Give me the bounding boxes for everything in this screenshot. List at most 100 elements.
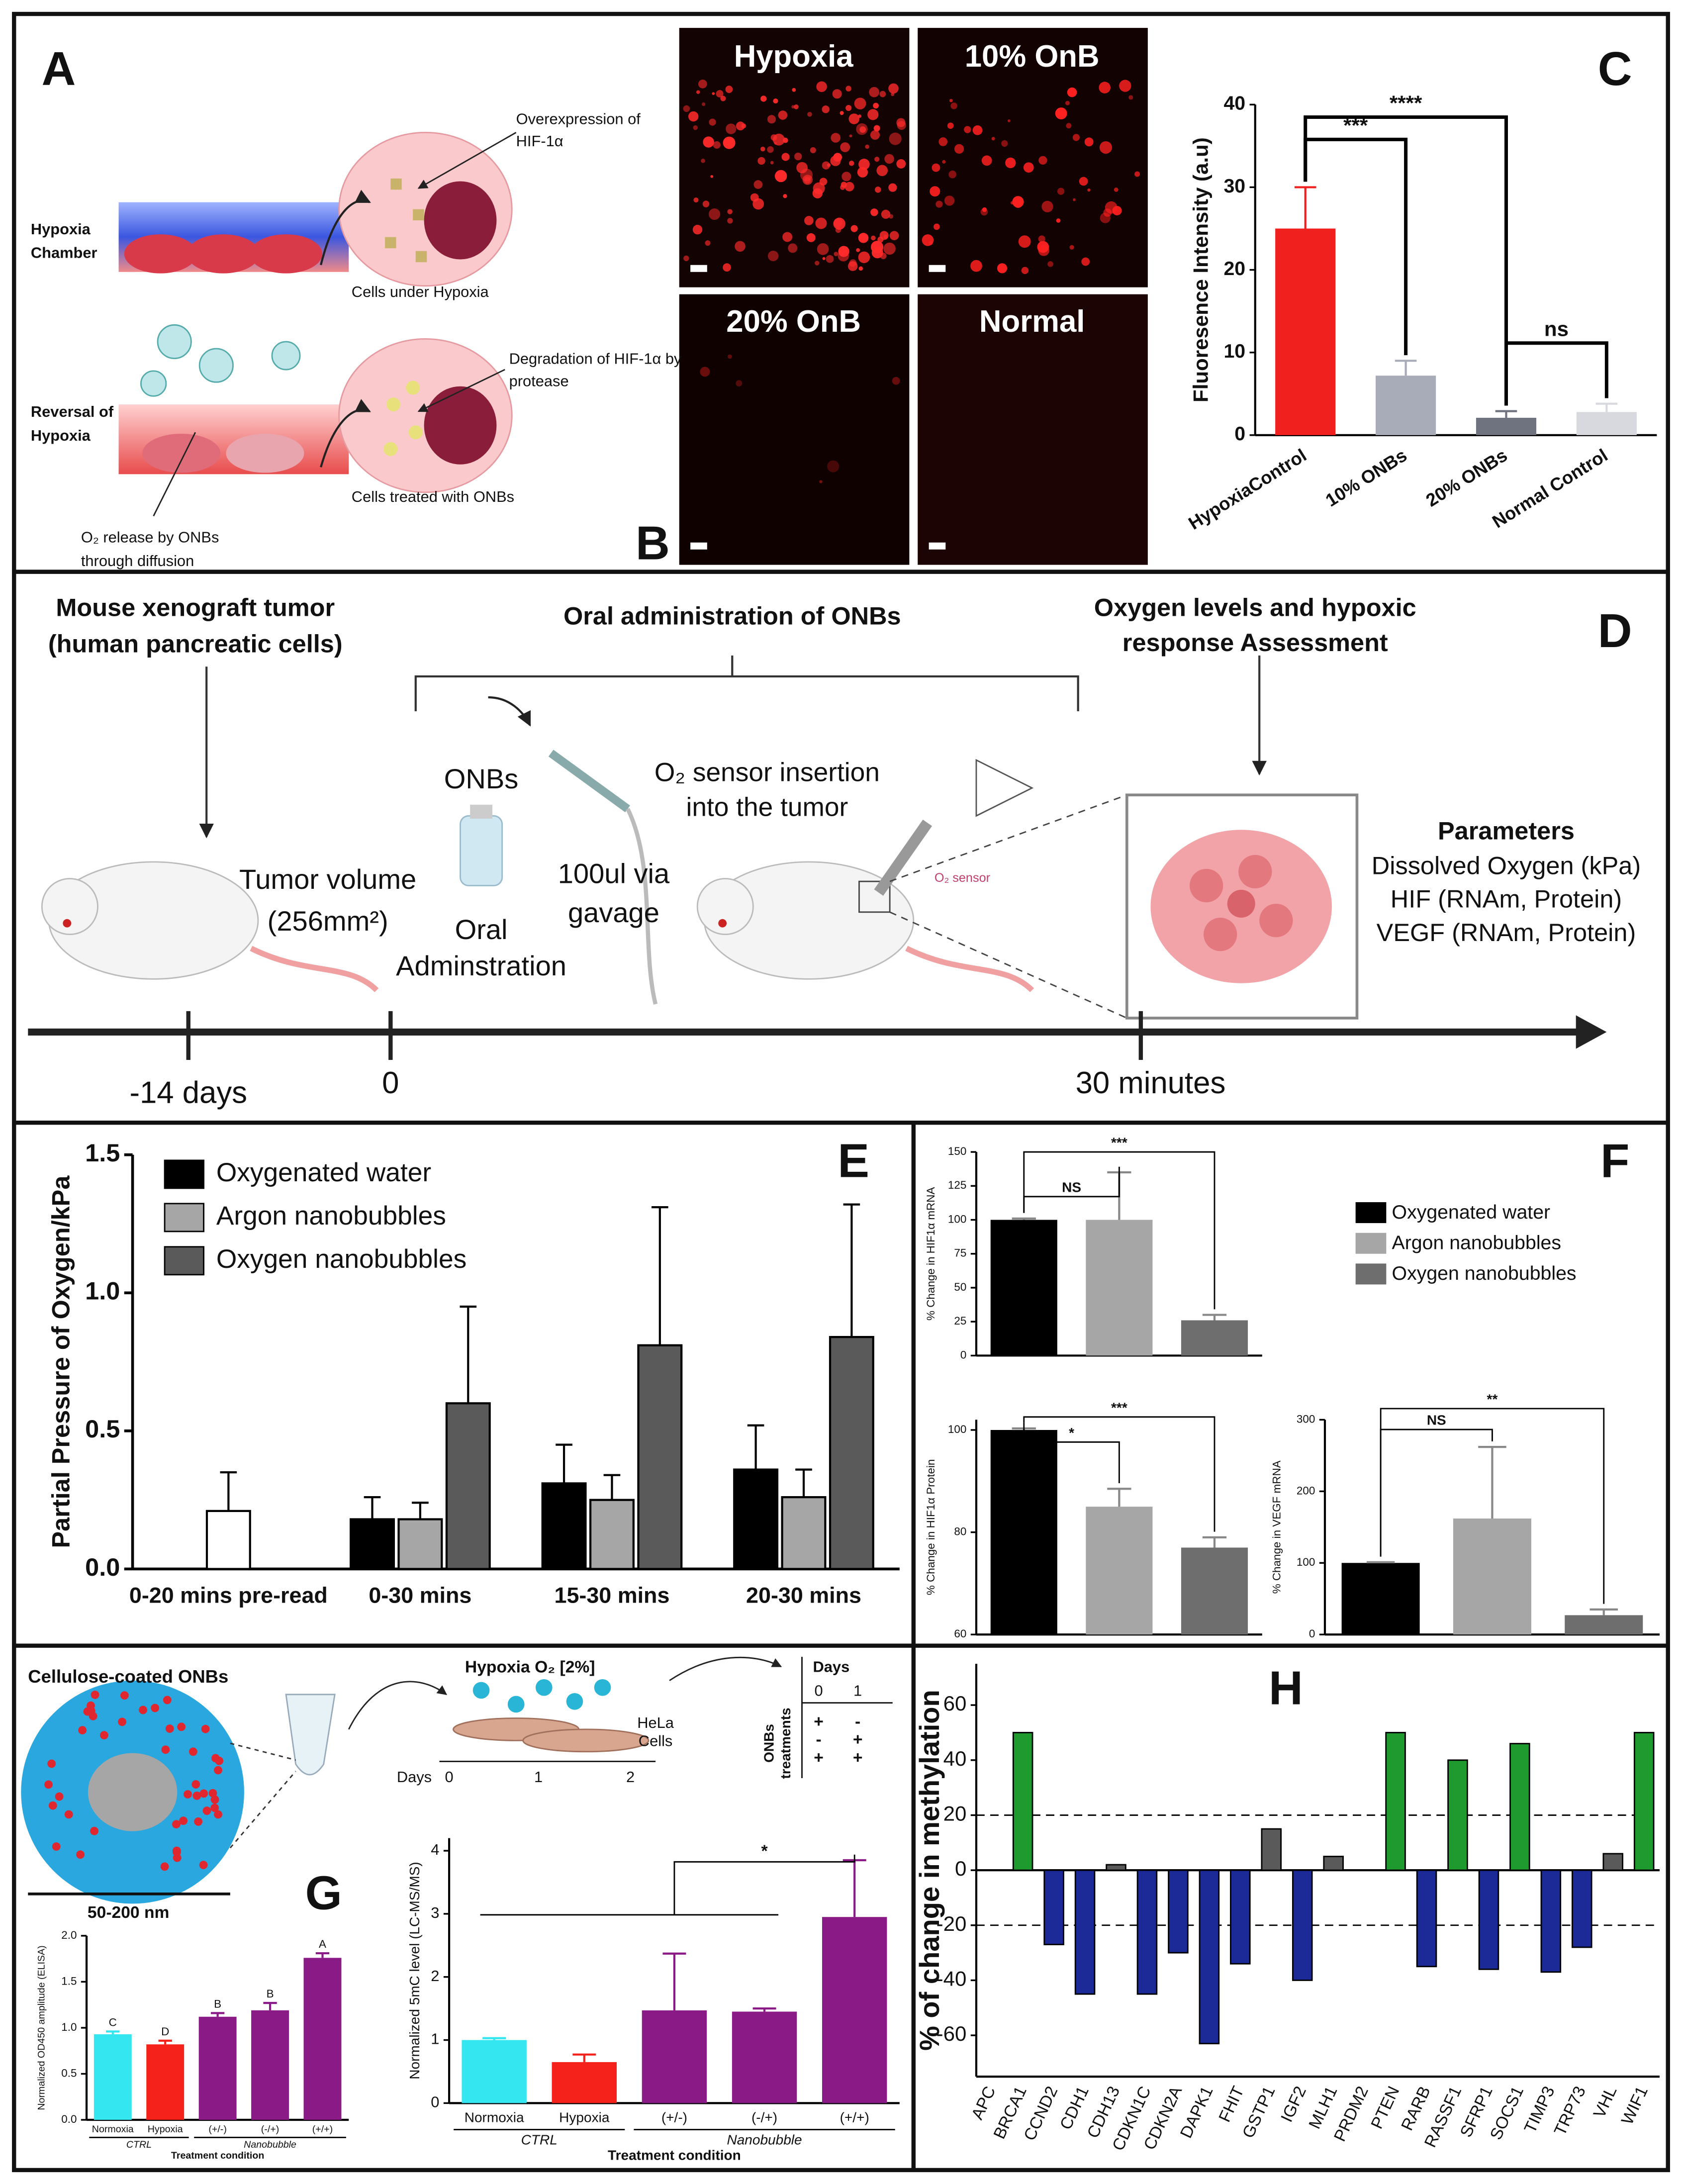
cell-dot [793, 104, 799, 109]
label: Cellulose-coated ONBs [28, 1666, 228, 1687]
cell-dot [693, 125, 698, 130]
legend-swatch [1355, 1233, 1387, 1254]
y-tick-label: 1.5 [61, 1975, 77, 1987]
cell-dot [812, 188, 823, 198]
cell-dot [702, 102, 706, 106]
y-tick-label: -20 [936, 1912, 967, 1935]
y-axis-label: Fluoresence Intensity (a.u) [1189, 137, 1212, 402]
cell-dot [848, 113, 860, 124]
cell-dot [935, 200, 943, 208]
cell-dot [870, 130, 880, 140]
group-letter: B [214, 1997, 221, 2010]
cell-dot [964, 126, 971, 133]
cell-dot [693, 197, 699, 203]
cell-dot [849, 134, 852, 138]
label: VEGF (RNAm, Protein) [1377, 918, 1636, 947]
label: 2 [626, 1768, 635, 1786]
bar [1012, 1732, 1033, 1871]
cell-dot [888, 83, 899, 94]
y-tick-label: 0 [1234, 423, 1245, 445]
label: Oxygen levels and hypoxic [1094, 593, 1416, 622]
bar [445, 1402, 491, 1570]
label: Cells under Hypoxia [352, 283, 489, 300]
cell-dot [736, 121, 745, 131]
bar [303, 1958, 342, 2120]
y-tick-label: 0 [431, 2093, 439, 2111]
cell-dot [840, 185, 845, 190]
label: O₂ release by ONBs [81, 528, 219, 546]
x-tick-label: (-/+) [751, 2110, 777, 2125]
cell-dot [873, 102, 879, 109]
cell-dot [1073, 198, 1076, 201]
bar [146, 2044, 185, 2120]
nanobubble [172, 1820, 181, 1829]
cell-dot [949, 98, 953, 102]
y-axis-label: Normalized 5mC level (LC-MS/MS) [407, 1862, 422, 2079]
cell-dot [728, 354, 732, 359]
nanobubble [214, 1766, 222, 1775]
y-tick-label: 30 [1223, 175, 1245, 197]
nanobubble [64, 1810, 73, 1819]
y-tick-label: 125 [948, 1179, 966, 1191]
cell-dot [723, 263, 731, 272]
label: 30 minutes [1076, 1066, 1226, 1100]
cell-dot [1012, 196, 1024, 208]
label: Hypoxia [31, 427, 91, 444]
cell-dot [827, 460, 840, 473]
nanobubble [191, 1780, 200, 1789]
label: through diffusion [81, 552, 194, 570]
cell-dot [767, 146, 774, 153]
table-label: ONBs [761, 1724, 776, 1763]
cell-dot [972, 125, 983, 135]
cell-dot [826, 255, 834, 263]
bar [1106, 1864, 1126, 1871]
cell-dot [804, 216, 814, 225]
bar [781, 1496, 827, 1570]
cell-dot [1099, 141, 1112, 154]
nanobubble [192, 1791, 201, 1800]
y-tick-label: 0 [960, 1348, 966, 1361]
label: gavage [568, 897, 659, 928]
cell-dot [1055, 107, 1067, 119]
bar [1376, 376, 1436, 435]
y-axis-label: % Change in HIF1α Protein [925, 1459, 937, 1595]
label: Cells [639, 1732, 673, 1749]
nanobubble [208, 1789, 217, 1798]
cell-dot [725, 86, 733, 94]
panel-label: C [1598, 43, 1632, 95]
cell-dot [1134, 171, 1140, 177]
nanobubble [173, 1853, 182, 1862]
cell-dot [879, 91, 886, 97]
bar [642, 2010, 707, 2103]
bar [1565, 1615, 1643, 1635]
cell-dot [782, 232, 793, 242]
table-cell: - [855, 1712, 860, 1731]
cell-dot [856, 248, 860, 252]
group-label: CTRL [521, 2132, 558, 2147]
cell-dot [845, 105, 852, 111]
cell-dot [723, 136, 736, 149]
y-tick-label: -40 [936, 1967, 967, 1991]
cell-dot [948, 170, 956, 179]
bar [1043, 1869, 1064, 1945]
nanobubble [120, 1691, 129, 1700]
cell-dot [807, 111, 812, 117]
group-label: Nanobubble [244, 2139, 296, 2150]
bar [552, 2062, 617, 2103]
bar [1476, 417, 1537, 435]
label: into the tumor [686, 792, 848, 822]
cell-dot [767, 250, 779, 262]
nanobubble [199, 1789, 208, 1798]
label: O₂ sensor [934, 871, 990, 885]
bar [1181, 1547, 1248, 1635]
group-label: Nanobubble [727, 2132, 802, 2147]
label: Days [397, 1768, 432, 1786]
cell-dot [757, 157, 765, 165]
cell-dot [841, 172, 851, 182]
nanobubble [55, 1792, 64, 1801]
significance-label: NS [1062, 1179, 1081, 1195]
label: ONBs [444, 763, 519, 794]
label: Hypoxia [734, 39, 854, 74]
group-letter: A [319, 1938, 326, 1950]
